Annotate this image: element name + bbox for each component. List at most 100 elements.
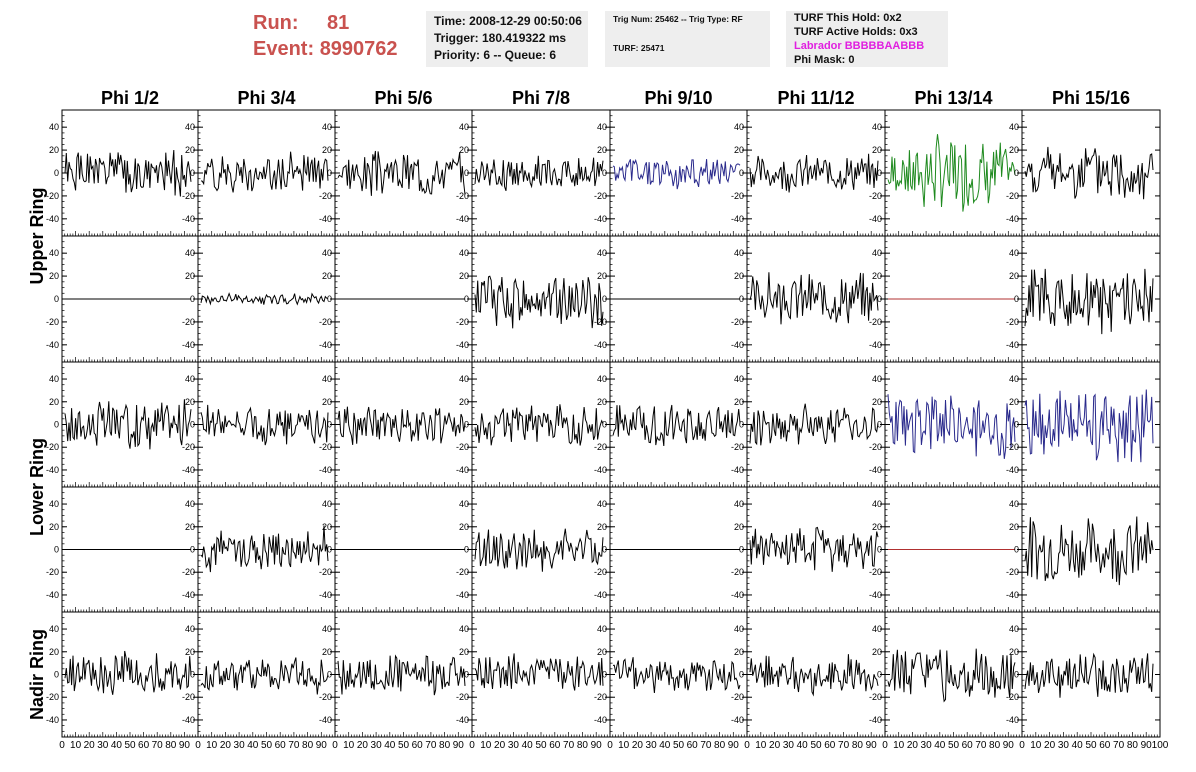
ytick-label: -40 bbox=[869, 465, 882, 475]
ytick-label: -40 bbox=[456, 214, 469, 224]
ytick-label: -20 bbox=[869, 442, 882, 452]
waveform-trace-r2-c2 bbox=[337, 406, 466, 445]
xtick-label: 0 bbox=[332, 740, 338, 751]
ytick-label: -20 bbox=[869, 317, 882, 327]
ytick-label: -20 bbox=[869, 567, 882, 577]
ytick-label: 40 bbox=[185, 374, 195, 384]
trig-info-box: Trig Num: 25462 -- Trig Type: RF TURF: 2… bbox=[605, 11, 770, 67]
ytick-label: 40 bbox=[597, 374, 607, 384]
ytick-label: -40 bbox=[319, 214, 332, 224]
ytick-label: -40 bbox=[182, 465, 195, 475]
ytick-label: -20 bbox=[1006, 442, 1019, 452]
ytick-label: -20 bbox=[456, 317, 469, 327]
run-label: Run: bbox=[253, 12, 299, 34]
waveform-trace-r4-c3 bbox=[474, 653, 604, 691]
ytick-label: 0 bbox=[877, 294, 882, 304]
xtick-label: 80 bbox=[439, 740, 451, 751]
xtick-label: 0 bbox=[882, 740, 888, 751]
xtick-label: 40 bbox=[384, 740, 396, 751]
xtick-label: 30 bbox=[97, 740, 109, 751]
ytick-label: 40 bbox=[1009, 374, 1019, 384]
ytick-label: -20 bbox=[456, 191, 469, 201]
ytick-label: -40 bbox=[731, 590, 744, 600]
ytick-label: 40 bbox=[185, 499, 195, 509]
ytick-label: 20 bbox=[1009, 522, 1019, 532]
ytick-label: -20 bbox=[594, 442, 607, 452]
ytick-label: -20 bbox=[1006, 692, 1019, 702]
ytick-label: -20 bbox=[594, 567, 607, 577]
ytick-label: -40 bbox=[456, 715, 469, 725]
ytick-label: 0 bbox=[190, 420, 195, 430]
turf-active-holds-text: TURF Active Holds: 0x3 bbox=[794, 26, 918, 38]
ytick-label: 40 bbox=[49, 624, 59, 634]
xtick-label: 70 bbox=[700, 740, 712, 751]
ytick-label: 40 bbox=[1009, 499, 1019, 509]
column-header-6: Phi 11/12 bbox=[777, 88, 854, 108]
ytick-label: 40 bbox=[459, 624, 469, 634]
xtick-label: 10 bbox=[70, 740, 82, 751]
column-header-8: Phi 15/16 bbox=[1052, 88, 1130, 108]
ytick-label: -20 bbox=[46, 442, 59, 452]
panel-frame-r2-c6 bbox=[884, 361, 1023, 488]
ytick-label: 0 bbox=[877, 545, 882, 555]
xtick-label: 90 bbox=[316, 740, 328, 751]
xtick-label: 60 bbox=[549, 740, 561, 751]
xtick-label: 70 bbox=[838, 740, 850, 751]
ytick-label: 20 bbox=[872, 522, 882, 532]
waveform-trace-r2-c7 bbox=[1024, 389, 1154, 463]
ytick-label: 20 bbox=[1009, 397, 1019, 407]
trigger-text: Trigger: 180.419322 ms bbox=[434, 31, 567, 45]
xtick-label: 90 bbox=[453, 740, 465, 751]
ytick-label: 40 bbox=[185, 248, 195, 258]
ytick-label: 40 bbox=[49, 248, 59, 258]
xtick-label: 90 bbox=[1003, 740, 1015, 751]
ytick-label: -20 bbox=[1006, 317, 1019, 327]
ytick-label: 20 bbox=[322, 522, 332, 532]
xtick-label: 70 bbox=[563, 740, 575, 751]
ytick-label: 0 bbox=[739, 168, 744, 178]
labrador-text: Labrador BBBBBAABBB bbox=[794, 40, 925, 52]
waveform-trace-r4-c0 bbox=[64, 650, 192, 695]
waveform-trace-r0-c5 bbox=[749, 153, 879, 193]
ytick-label: 40 bbox=[1009, 122, 1019, 132]
ytick-label: 0 bbox=[327, 545, 332, 555]
ytick-label: -40 bbox=[594, 214, 607, 224]
ytick-label: 20 bbox=[49, 647, 59, 657]
time-text: Time: 2008-12-29 00:50:06 bbox=[434, 14, 582, 28]
ytick-label: 20 bbox=[185, 397, 195, 407]
ytick-label: 40 bbox=[597, 624, 607, 634]
ytick-label: 40 bbox=[185, 122, 195, 132]
column-header-2: Phi 3/4 bbox=[237, 88, 295, 108]
ytick-label: -20 bbox=[594, 692, 607, 702]
waveform-trace-r1-c5 bbox=[749, 272, 879, 325]
xtick-label: 70 bbox=[975, 740, 987, 751]
ytick-label: 40 bbox=[49, 122, 59, 132]
waveform-trace-r1-c1 bbox=[200, 292, 329, 306]
xtick-label: 10 bbox=[618, 740, 630, 751]
waveform-trace-r0-c7 bbox=[1024, 146, 1154, 200]
ytick-label: 20 bbox=[459, 397, 469, 407]
ytick-label: 0 bbox=[739, 294, 744, 304]
xtick-label: 20 bbox=[907, 740, 919, 751]
ytick-label: -40 bbox=[319, 590, 332, 600]
ytick-label: -20 bbox=[1006, 191, 1019, 201]
xtick-label: 70 bbox=[152, 740, 164, 751]
xtick-label: 40 bbox=[1072, 740, 1084, 751]
xtick-label: 20 bbox=[84, 740, 96, 751]
xtick-label: 50 bbox=[535, 740, 547, 751]
xtick-label: 80 bbox=[577, 740, 589, 751]
ytick-label: 40 bbox=[1009, 624, 1019, 634]
ytick-label: 0 bbox=[739, 545, 744, 555]
ytick-label: 0 bbox=[327, 168, 332, 178]
ytick-label: 0 bbox=[602, 294, 607, 304]
xtick-label: 10 bbox=[1030, 740, 1042, 751]
ytick-label: 20 bbox=[734, 522, 744, 532]
ytick-label: 40 bbox=[872, 122, 882, 132]
xtick-label: 10 bbox=[206, 740, 218, 751]
run-event-box: Run: 81 Event: 8990762 bbox=[253, 10, 398, 62]
panel-frame-r2-c1 bbox=[197, 361, 336, 488]
xtick-label: 20 bbox=[769, 740, 781, 751]
xtick-label: 10 bbox=[755, 740, 767, 751]
ytick-label: 0 bbox=[739, 420, 744, 430]
